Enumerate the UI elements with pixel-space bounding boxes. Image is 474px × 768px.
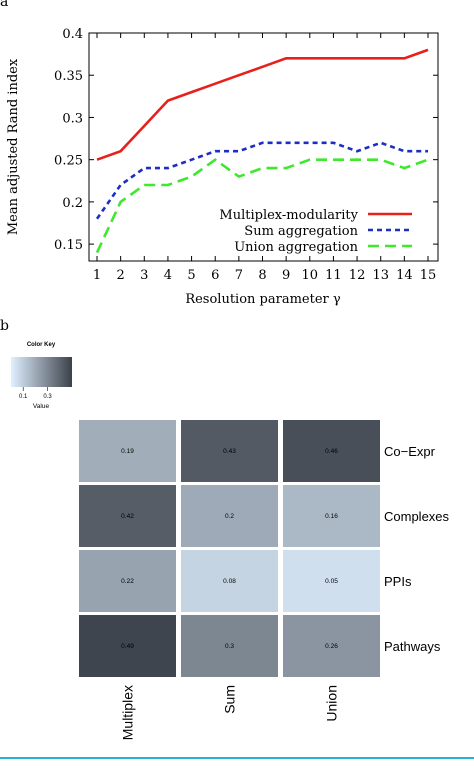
x-axis-label: Resolution parameter γ <box>185 292 341 307</box>
x-tick-label: 2 <box>117 268 125 283</box>
color-key-title: Color Key <box>27 342 56 348</box>
heatmap-cell-label: 0.2 <box>225 513 234 520</box>
x-tick-label: 10 <box>302 268 319 283</box>
heatmap-cell-label: 0.3 <box>225 643 234 650</box>
heatmap-cell <box>181 615 278 677</box>
color-key-xlabel: Value <box>33 403 50 410</box>
heatmap-cell <box>181 485 278 547</box>
heatmap-cell-label: 0.08 <box>223 578 236 585</box>
heatmap-cell-label: 0.43 <box>223 448 236 455</box>
heatmap-cell-label: 0.42 <box>121 513 134 520</box>
heatmap-cell-label: 0.26 <box>325 643 338 650</box>
heatmap-column-label: Multiplex <box>120 685 136 740</box>
x-tick-label: 12 <box>349 268 366 283</box>
y-tick-label: 0.35 <box>54 69 83 84</box>
y-tick-label: 0.2 <box>62 196 83 211</box>
x-tick-label: 1 <box>93 268 101 283</box>
heatmap-cell-label: 0.16 <box>325 513 338 520</box>
heatmap-cell <box>79 550 176 612</box>
y-tick-label: 0.3 <box>62 111 83 126</box>
heatmap-cell <box>283 615 380 677</box>
heatmap-column-label: Sum <box>222 685 238 714</box>
x-tick-label: 13 <box>372 268 389 283</box>
x-tick-label: 6 <box>211 268 219 283</box>
color-key-gradient <box>11 357 72 387</box>
series-line-union-aggregation <box>95 158 429 254</box>
x-tick-label: 14 <box>396 268 413 283</box>
color-key-tick-label: 0.1 <box>19 394 28 400</box>
heatmap-cell <box>283 485 380 547</box>
heatmap-cell-label: 0.49 <box>121 643 134 650</box>
x-tick-label: 8 <box>258 268 266 283</box>
heatmap-cell <box>283 420 380 482</box>
x-tick-label: 7 <box>235 268 243 283</box>
legend-label: Union aggregation <box>234 240 358 255</box>
legend-label: Sum aggregation <box>244 224 358 239</box>
y-tick-label: 0.15 <box>54 238 83 253</box>
y-tick-label: 0.25 <box>54 154 83 169</box>
color-key-tick-label: 0.3 <box>43 394 52 400</box>
heatmap-cell <box>181 550 278 612</box>
legend-label: Multiplex-modularity <box>219 208 358 223</box>
heatmap-column-label: Union <box>324 685 340 722</box>
heatmap: 0.19 0.43 0.46 0.42 0.2 0.16 0.22 0.08 0.05 0.49 0… <box>79 420 450 740</box>
x-tick-label: 15 <box>420 268 437 283</box>
heatmap-row-label: Pathways <box>384 639 441 654</box>
heatmap-cell <box>79 485 176 547</box>
series-line-multiplex-modularity <box>96 48 429 161</box>
plot-frame <box>88 32 439 262</box>
heatmap-cell-label: 0.19 <box>121 448 134 455</box>
x-tick-label: 11 <box>325 268 342 283</box>
heatmap-cell <box>79 615 176 677</box>
x-tick-label: 9 <box>282 268 290 283</box>
heatmap-cell-label: 0.22 <box>121 578 134 585</box>
x-tick-label: 5 <box>187 268 195 283</box>
series-line-sum-aggregation <box>95 141 428 220</box>
heatmap-row-label: PPIs <box>384 574 412 589</box>
color-key: Color Key 0.1 0.3 Value <box>11 342 72 410</box>
heatmap-cell <box>181 420 278 482</box>
heatmap-row-label: Co−Expr <box>384 444 436 459</box>
panel-label-b: b <box>0 318 9 334</box>
y-tick-label: 0.4 <box>62 27 83 42</box>
line-chart: Mean adjusted Rand index Resolution para… <box>6 27 439 307</box>
y-axis-label: Mean adjusted Rand index <box>6 58 21 235</box>
bottom-rule <box>0 757 474 759</box>
heatmap-row-label: Complexes <box>384 509 450 524</box>
panel-label-a: a <box>0 0 9 10</box>
heatmap-cell-label: 0.46 <box>325 448 338 455</box>
x-tick-label: 4 <box>164 268 172 283</box>
heatmap-cell <box>79 420 176 482</box>
x-tick-label: 3 <box>140 268 148 283</box>
heatmap-cell-label: 0.05 <box>325 578 338 585</box>
heatmap-cell <box>283 550 380 612</box>
